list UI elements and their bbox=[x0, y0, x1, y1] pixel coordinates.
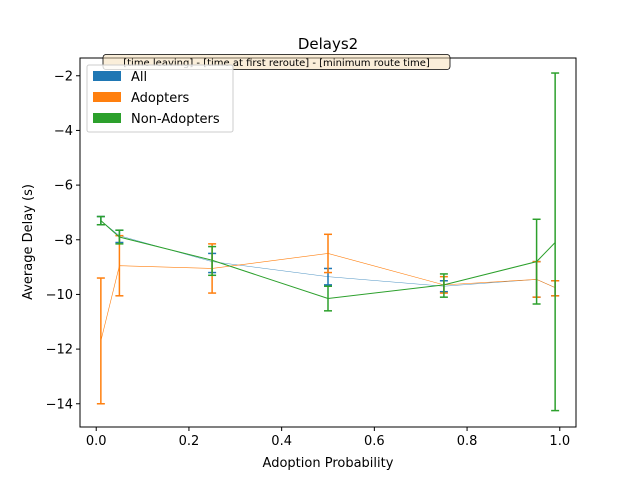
y-tick-label: −8 bbox=[54, 233, 73, 248]
y-tick-label: −6 bbox=[54, 179, 73, 194]
chart-title: Delays2 bbox=[298, 35, 358, 53]
error-bar-non-adopters bbox=[324, 285, 332, 312]
x-axis-label: Adoption Probability bbox=[263, 456, 394, 471]
legend-swatch-adopters bbox=[93, 92, 121, 102]
y-tick-label: −10 bbox=[46, 288, 73, 303]
x-tick-label: 0.0 bbox=[86, 434, 107, 449]
legend-frame bbox=[86, 64, 234, 133]
x-tick-label: 1.0 bbox=[549, 434, 570, 449]
error-bar-non-adopters bbox=[551, 72, 560, 412]
series-layer bbox=[96, 72, 560, 412]
x-axis: 0.0 0.2 0.4 0.6 0.8 1.0 bbox=[86, 427, 570, 449]
y-tick-label: −2 bbox=[54, 69, 73, 84]
error-bar-non-adopters bbox=[115, 229, 124, 245]
x-tick-label: 0.6 bbox=[364, 434, 385, 449]
error-bar-non-adopters bbox=[96, 215, 105, 226]
error-bar-non-adopters bbox=[532, 218, 541, 305]
error-bar-non-adopters bbox=[439, 273, 448, 298]
legend-label-adopters: Adopters bbox=[131, 91, 190, 106]
legend-swatch-non-adopters bbox=[93, 113, 121, 123]
legend-swatch-all bbox=[93, 71, 121, 81]
series-non-adopters bbox=[96, 72, 560, 412]
y-tick-label: −4 bbox=[54, 124, 73, 139]
x-tick-label: 0.8 bbox=[457, 434, 478, 449]
x-tick-label: 0.2 bbox=[179, 434, 200, 449]
legend: All Adopters Non-Adopters bbox=[86, 64, 234, 133]
error-bar-non-adopters bbox=[208, 245, 217, 277]
error-bar-adopters bbox=[324, 233, 332, 274]
y-tick-label: −12 bbox=[46, 343, 73, 358]
legend-label-non-adopters: Non-Adopters bbox=[131, 112, 220, 127]
y-axis: −14 −12 −10 −8 −6 −4 −2 bbox=[46, 69, 80, 412]
x-tick-label: 0.4 bbox=[271, 434, 292, 449]
legend-label-all: All bbox=[131, 70, 147, 85]
y-tick-label: −14 bbox=[46, 397, 73, 412]
annotation-text: [time leaving] - [time at first reroute]… bbox=[123, 58, 430, 69]
error-bar-adopters bbox=[96, 277, 105, 405]
y-axis-label: Average Delay (s) bbox=[21, 184, 36, 300]
